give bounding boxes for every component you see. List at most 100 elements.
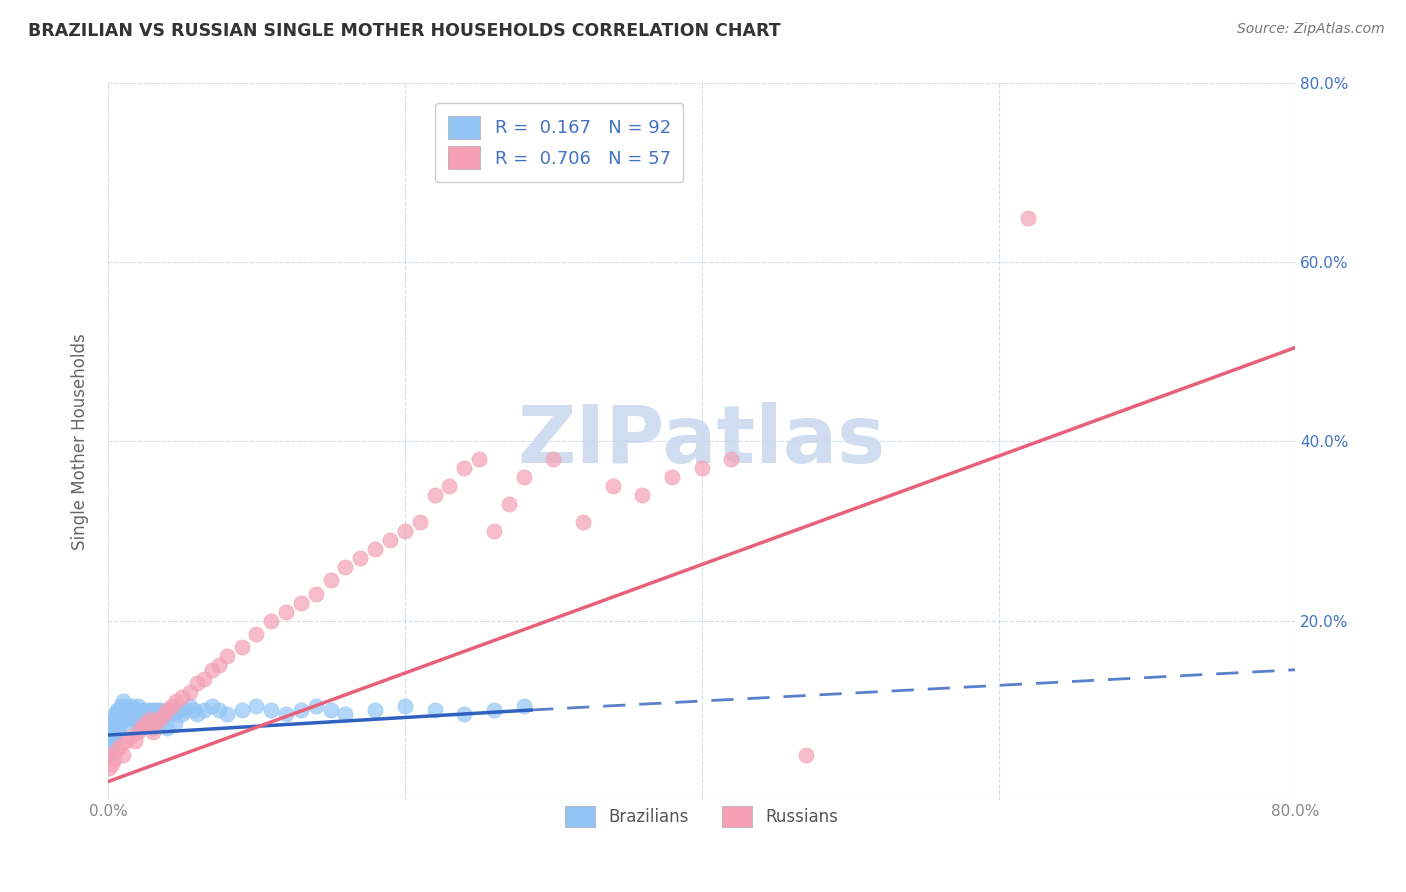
Point (165, 707, 187, 722)
Point (105, 743, 128, 757)
Point (335, 559, 357, 574)
Point (129, 707, 152, 722)
Point (128, 712, 150, 726)
Point (156, 721, 179, 735)
Text: ZIPatlas: ZIPatlas (517, 402, 886, 481)
Point (172, 690, 194, 704)
Point (364, 541, 387, 556)
Point (134, 707, 156, 722)
Point (794, 747, 817, 762)
Point (101, 725, 124, 739)
Point (107, 716, 129, 731)
Point (127, 725, 149, 739)
Point (131, 716, 153, 731)
Point (572, 515, 595, 529)
Point (439, 479, 461, 493)
Point (100, 743, 122, 757)
Point (319, 703, 342, 717)
Point (159, 707, 181, 722)
Point (631, 488, 654, 502)
Point (111, 747, 134, 762)
Point (114, 707, 136, 722)
Point (394, 524, 416, 538)
Point (215, 649, 238, 664)
Point (231, 640, 253, 655)
Point (290, 596, 312, 610)
Point (149, 712, 172, 726)
Point (260, 614, 283, 628)
Point (114, 734, 136, 748)
Point (290, 703, 312, 717)
Point (129, 721, 152, 735)
Point (201, 698, 224, 713)
Point (156, 703, 179, 717)
Point (110, 712, 132, 726)
Point (111, 707, 134, 722)
Point (141, 725, 163, 739)
Point (153, 707, 176, 722)
Point (149, 707, 172, 722)
Point (165, 694, 187, 708)
Point (127, 698, 149, 713)
Point (120, 703, 142, 717)
Point (145, 716, 167, 731)
Point (183, 703, 205, 717)
Point (453, 461, 475, 475)
Point (134, 716, 156, 731)
Point (661, 470, 683, 484)
Point (101, 739, 124, 753)
Point (512, 470, 534, 484)
Point (122, 712, 145, 726)
Point (543, 452, 565, 467)
Point (136, 716, 159, 731)
Point (163, 716, 186, 731)
Point (122, 703, 145, 717)
Point (720, 452, 742, 467)
Point (121, 698, 143, 713)
Point (231, 703, 253, 717)
Point (179, 685, 201, 699)
Point (104, 721, 127, 735)
Point (1017, 211, 1039, 225)
Point (98, 761, 121, 775)
Point (215, 707, 238, 722)
Point (423, 488, 446, 502)
Point (110, 712, 132, 726)
Point (160, 698, 183, 713)
Point (104, 707, 127, 722)
Point (131, 703, 153, 717)
Point (105, 703, 128, 717)
Point (453, 707, 475, 722)
Point (364, 703, 387, 717)
Point (134, 712, 156, 726)
Point (498, 497, 520, 511)
Point (108, 716, 131, 731)
Point (349, 550, 371, 565)
Text: BRAZILIAN VS RUSSIAN SINGLE MOTHER HOUSEHOLDS CORRELATION CHART: BRAZILIAN VS RUSSIAN SINGLE MOTHER HOUSE… (28, 22, 780, 40)
Point (101, 716, 124, 731)
Point (103, 734, 125, 748)
Point (378, 533, 401, 547)
Point (186, 707, 208, 722)
Point (101, 756, 124, 771)
Point (138, 703, 160, 717)
Point (482, 703, 505, 717)
Point (260, 703, 283, 717)
Point (112, 703, 135, 717)
Point (107, 721, 129, 735)
Point (118, 707, 141, 722)
Point (193, 703, 215, 717)
Point (245, 698, 267, 713)
Point (201, 663, 224, 677)
Legend: Brazilians, Russians: Brazilians, Russians (558, 799, 845, 834)
Point (394, 698, 416, 713)
Point (186, 676, 208, 690)
Point (141, 721, 163, 735)
Point (138, 712, 160, 726)
Point (114, 698, 136, 713)
Point (117, 712, 139, 726)
Point (125, 703, 148, 717)
Point (120, 707, 142, 722)
Point (117, 703, 139, 717)
Point (107, 707, 129, 722)
